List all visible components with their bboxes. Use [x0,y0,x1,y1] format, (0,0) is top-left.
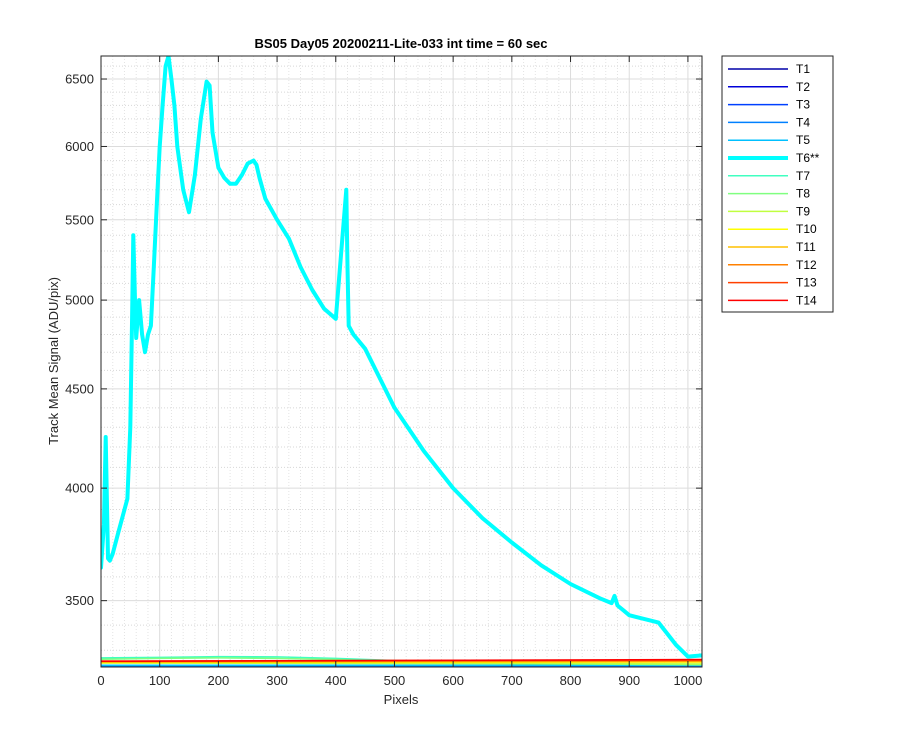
legend-label-t6: T6** [796,151,820,165]
legend-label-t14: T14 [796,293,817,307]
legend-label-t4: T4 [796,115,810,129]
y-tick-label: 6000 [65,139,94,154]
y-axis-label: Track Mean Signal (ADU/pix) [46,277,61,445]
y-tick-label: 4500 [65,381,94,396]
series-line-t6 [101,56,702,659]
legend-label-t11: T11 [796,240,816,254]
x-tick-label: 100 [149,673,171,688]
legend-label-t7: T7 [796,169,810,183]
y-tick-label: 3500 [65,593,94,608]
legend-label-t10: T10 [796,222,817,236]
x-tick-label: 300 [266,673,288,688]
legend-label-t2: T2 [796,80,810,94]
x-tick-label: 900 [618,673,640,688]
plot-frame [100,55,703,668]
x-tick-label: 200 [208,673,230,688]
y-tick-label: 4000 [65,481,94,496]
legend-label-t5: T5 [796,133,810,147]
x-tick-label: 1000 [673,673,702,688]
x-tick-label: 500 [384,673,406,688]
legend-box [721,55,834,313]
axis-ticks: 0 100 200 300 400 500 600 700 800 900 1000 3500 4000… [65,56,702,688]
legend-label-t12: T12 [796,258,817,272]
legend-label-t1: T1 [796,62,810,76]
series-line-t14 [101,658,702,663]
x-tick-label: 400 [325,673,347,688]
x-axis-label: Pixels [384,692,419,707]
x-tick-label: 600 [442,673,464,688]
x-tick-label: 700 [501,673,523,688]
legend-label-t8: T8 [796,187,810,201]
legend-label-t13: T13 [796,276,817,290]
y-tick-label: 5500 [65,212,94,227]
x-tick-label: 800 [560,673,582,688]
legend-label-t3: T3 [796,98,810,112]
y-tick-label: 6500 [65,72,94,87]
legend-label-t9: T9 [796,204,810,218]
y-tick-label: 5000 [65,293,94,308]
legend: T1 T2 T3 T4 T5 T6** T7 T8 T9 T10 T11 T12 T13 T14 [721,55,834,313]
plot-area [101,56,702,667]
x-tick-label: 0 [97,673,104,688]
chart-title: BS05 Day05 20200211-Lite-033 int time = … [254,36,547,51]
